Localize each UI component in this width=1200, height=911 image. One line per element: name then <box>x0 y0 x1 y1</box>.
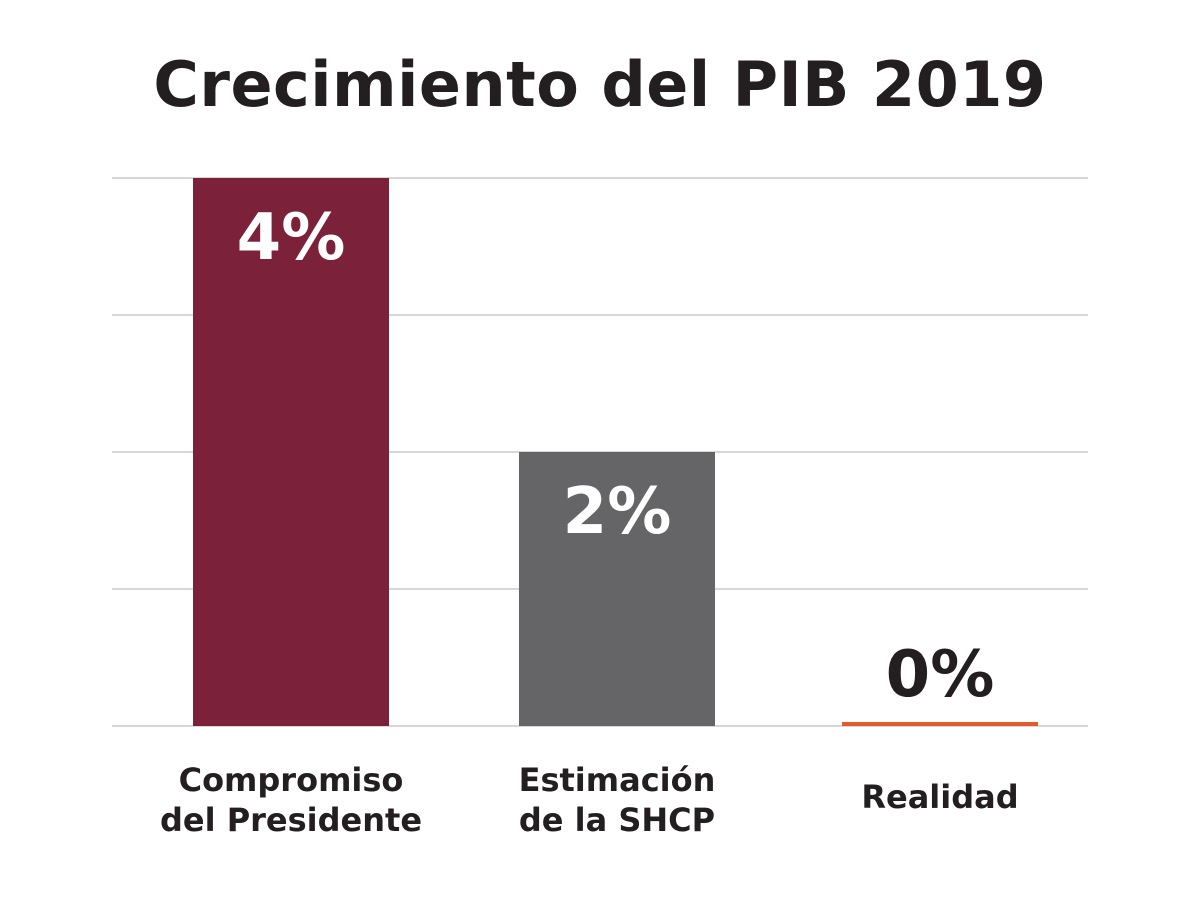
category-label-line: de la SHCP <box>518 801 716 839</box>
bar-layer <box>193 178 1038 726</box>
data-label: 4% <box>237 201 346 275</box>
category-label: Estimación de la SHCP <box>467 760 767 840</box>
data-label: 0% <box>886 638 995 712</box>
category-label: Compromiso del Presidente <box>141 760 441 840</box>
chart-title: Crecimiento del PIB 2019 <box>153 48 1047 121</box>
bar <box>842 722 1038 726</box>
category-label-line: Realidad <box>861 778 1019 816</box>
category-label-line: Compromiso <box>178 761 404 799</box>
bar <box>519 452 715 726</box>
category-label: Realidad <box>790 777 1090 817</box>
bar <box>193 178 389 726</box>
category-label-line: del Presidente <box>159 801 423 839</box>
category-label-line: Estimación <box>518 761 716 799</box>
data-label-layer: 4% 2% 0% <box>237 201 995 712</box>
data-label: 2% <box>563 475 672 549</box>
